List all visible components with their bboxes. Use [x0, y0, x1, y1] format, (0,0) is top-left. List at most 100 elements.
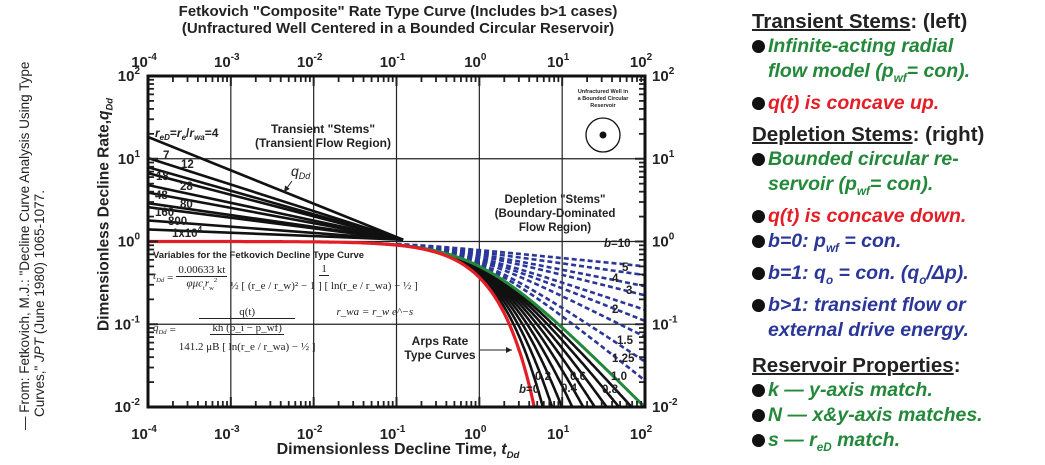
bullet-icon: [752, 209, 765, 223]
bullet-text: b=1: q: [768, 261, 826, 284]
tdd-den-2: ½ [ (r_e / r_w)² − 1 ] [ ln(r_e / r_wa) …: [230, 280, 418, 292]
well-diagram-label: a Bounded Circular: [578, 96, 630, 102]
stem-label: 48: [155, 190, 168, 202]
bullet-item: q(t) is concave up.: [752, 91, 1045, 116]
bullet-text: s — r: [768, 428, 817, 451]
b-label: 2: [612, 304, 618, 316]
notes-panel: Transient Stems: (left) Infinite-acting …: [752, 6, 1045, 459]
bullet-icon: [752, 433, 765, 447]
transient-label: Transient "Stems": [271, 122, 375, 136]
bullet-text: external drive energy.: [768, 318, 969, 341]
qdd-sub: Dd: [158, 329, 167, 337]
axes: [146, 74, 647, 409]
depletion-label: Flow Region): [519, 222, 591, 234]
heading-text: Reservoir Properties: [752, 353, 954, 377]
bullet-icon: [752, 152, 765, 166]
transient-label: (Transient Flow Region): [255, 136, 391, 150]
x-tick-label-bottom: 10-3: [214, 424, 240, 443]
transient-heading: Transient Stems: (left): [752, 9, 1045, 34]
qdd-formula: qDd = q(t) kh (p_i − p_wf) 141.2 μB [ ln(r…: [153, 306, 418, 353]
heading-note: : (left): [910, 10, 968, 33]
bullet-item: b=0: pwf = con.: [752, 229, 1045, 261]
qdd-label: qDd: [291, 163, 311, 181]
y-tick-label-right: 100: [652, 232, 675, 251]
x-tick-label-bottom: 101: [547, 424, 570, 443]
grid: [148, 76, 645, 407]
chart-title-block: Fetkovich "Composite" Rate Type Curve (I…: [148, 3, 648, 37]
equals: =: [167, 271, 174, 284]
bullet-text: = con).: [906, 60, 971, 82]
x-tick-label-bottom: 10-1: [380, 424, 406, 443]
bullet-text: k — y-axis match.: [768, 378, 933, 401]
y-tick-label-right: 10-2: [652, 397, 678, 416]
subscript: o: [919, 273, 927, 287]
x-tick-label-top: 10-3: [214, 52, 240, 71]
bullet-text: Bounded circular re-: [768, 147, 959, 170]
x-tick-label-top: 10-1: [380, 52, 406, 71]
tdd-sub: Dd: [156, 277, 165, 285]
formula-box: Variables for the Fetkovich Decline Type…: [153, 250, 418, 353]
subscript: o: [825, 273, 834, 287]
qdd-symbol: q: [153, 322, 159, 335]
stem-label: 12: [181, 159, 194, 171]
bullet-item: N — x&y-axis matches.: [752, 403, 1045, 428]
bullet-text: flow model (p: [768, 60, 894, 82]
bullet-icon: [752, 266, 765, 280]
b-label: 5: [622, 262, 629, 274]
b-label: 0.2: [535, 371, 551, 383]
stem-label: 7: [163, 150, 169, 162]
well-diagram-label: Unfractured Well in: [578, 89, 629, 95]
tdd-den-sup: 2: [213, 276, 218, 284]
x-tick-label-top: 102: [630, 52, 653, 71]
subscript: wf: [825, 241, 839, 255]
bullet-icon: [752, 298, 765, 312]
bullet-text: = con).: [869, 172, 934, 195]
qdd-fraction: q(t) kh (p_i − p_wf) 141.2 μB [ ln(r_e / r…: [179, 306, 316, 353]
qdd-den-a: kh (p_i − p_wf): [210, 319, 284, 335]
heading-note: : (right): [912, 122, 985, 146]
tdd-fraction-1: 0.00633 kt φμctrw2: [176, 264, 228, 292]
x-tick-label-top: 10-4: [131, 52, 157, 71]
bullet-text: = con. (q: [833, 261, 920, 284]
bullet-text: b=0: p: [768, 229, 826, 252]
well-icon: [599, 131, 607, 139]
qdd-num: q(t): [199, 306, 296, 319]
b-label: 4: [612, 273, 619, 285]
equals: =: [169, 323, 176, 336]
formula-heading: Variables for the Fetkovich Decline Type…: [153, 250, 365, 261]
bullet-text: = con.: [838, 229, 902, 252]
heading-text: Transient Stems: [752, 10, 911, 33]
x-tick-label-bottom: 10-4: [131, 424, 157, 443]
x-tick-label-bottom: 10-2: [297, 424, 323, 443]
b-label: 1.5: [617, 335, 634, 347]
transient-stem-line: [148, 191, 404, 241]
bullet-text: q(t) is concave up.: [768, 91, 940, 114]
bullet-item: q(t) is concave down.: [752, 204, 1045, 229]
tdd-den-1: φμc: [186, 277, 204, 290]
subscript: wf: [856, 184, 870, 198]
b-label: 1.25: [612, 353, 635, 365]
bullet-item: Infinite-acting radial flow model (pwf= c…: [752, 34, 1045, 91]
stem-label: 18: [156, 171, 169, 183]
b-label: b=0: [519, 384, 539, 396]
tdd-den-sub: t: [203, 284, 205, 292]
bullet-icon: [752, 383, 765, 397]
qdd-den: kh (p_i − p_wf) 141.2 μB [ ln(r_e / r_wa)…: [179, 319, 316, 353]
chart-title: Fetkovich "Composite" Rate Type Curve (I…: [178, 3, 618, 20]
curves: [148, 135, 645, 407]
stem-label: 80: [180, 199, 193, 211]
plot-frame: [146, 74, 647, 409]
bullet-item: s — reD match.: [752, 428, 1045, 460]
bullet-item: b>1: transient flow or external drive ene…: [752, 293, 1045, 343]
bullet-icon: [752, 408, 765, 422]
x-tick-label-top: 100: [464, 52, 487, 71]
transient-stem-line: [148, 156, 404, 241]
x-tick-label-top: 101: [547, 52, 570, 71]
heading-note: :: [953, 353, 961, 377]
transient-stem-line: [148, 135, 404, 241]
y-tick-label-right: 102: [652, 66, 675, 85]
bullet-text: N — x&y-axis matches.: [768, 403, 983, 426]
y-tick-label-right: 10-1: [652, 314, 678, 333]
x-tick-label-bottom: 102: [630, 424, 653, 443]
